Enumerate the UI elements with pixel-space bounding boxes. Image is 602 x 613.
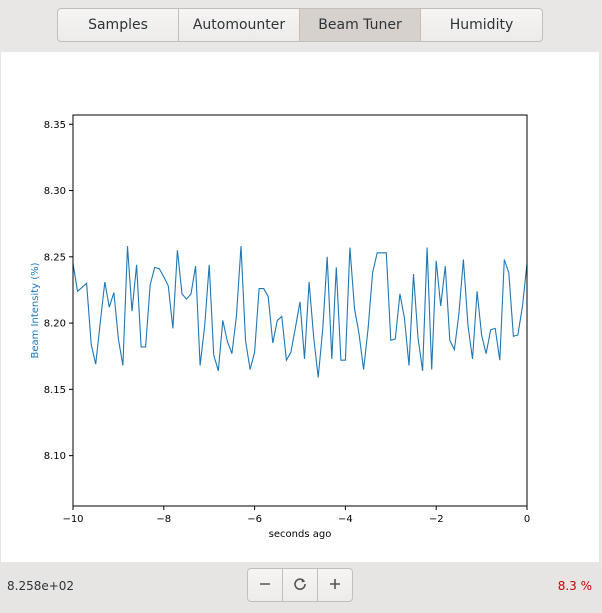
view-switcher: Samples Automounter Beam Tuner Humidity — [57, 8, 543, 42]
y-axis-label: Beam Intensity (%) — [30, 262, 41, 358]
percent-readout: 8.3 % — [557, 579, 592, 593]
x-axis-label: seconds ago — [269, 529, 332, 540]
beam-intensity-plot-panel: −10 −8 −6 −4 −2 0 8.10 8.15 8.20 8.25 8.30 8.35 sec… — [1, 52, 599, 562]
tab-beam-tuner[interactable]: Beam Tuner — [300, 9, 421, 41]
axes-frame — [72, 114, 528, 507]
y-tick-label: 8.30 — [44, 186, 66, 197]
x-tick-label: 0 — [524, 514, 530, 525]
x-tick-label: −8 — [156, 514, 171, 525]
y-tick-label: 8.10 — [44, 451, 66, 462]
x-tick-label: −10 — [62, 514, 83, 525]
zoom-out-button[interactable] — [248, 569, 283, 601]
x-tick-label: −2 — [429, 514, 444, 525]
zoom-in-button[interactable] — [318, 569, 352, 601]
y-tick-label: 8.20 — [44, 319, 66, 330]
status-bar: 8.258e+02 8.3 % — [0, 562, 602, 613]
refresh-icon — [294, 578, 306, 590]
plus-icon — [330, 579, 340, 589]
x-tick-label: −6 — [247, 514, 262, 525]
beam-intensity-series-line — [72, 246, 528, 378]
y-tick-label: 8.35 — [44, 120, 66, 131]
current-value-readout: 8.258e+02 — [7, 579, 75, 593]
beam-intensity-chart: −10 −8 −6 −4 −2 0 8.10 8.15 8.20 8.25 8.30 8.35 sec… — [30, 114, 530, 540]
tab-humidity[interactable]: Humidity — [449, 17, 514, 33]
x-tick-label: −4 — [338, 514, 353, 525]
zoom-button-group — [247, 568, 353, 602]
y-tick-label: 8.25 — [44, 252, 66, 263]
tab-automounter[interactable]: Automounter — [179, 9, 300, 41]
reset-button[interactable] — [283, 569, 318, 601]
tick-group: −10 −8 −6 −4 −2 0 8.10 8.15 8.20 8.25 8.30 8.35 — [44, 120, 530, 525]
tab-samples[interactable]: Samples — [58, 9, 179, 41]
y-tick-label: 8.15 — [44, 385, 66, 396]
minus-icon — [260, 583, 270, 585]
